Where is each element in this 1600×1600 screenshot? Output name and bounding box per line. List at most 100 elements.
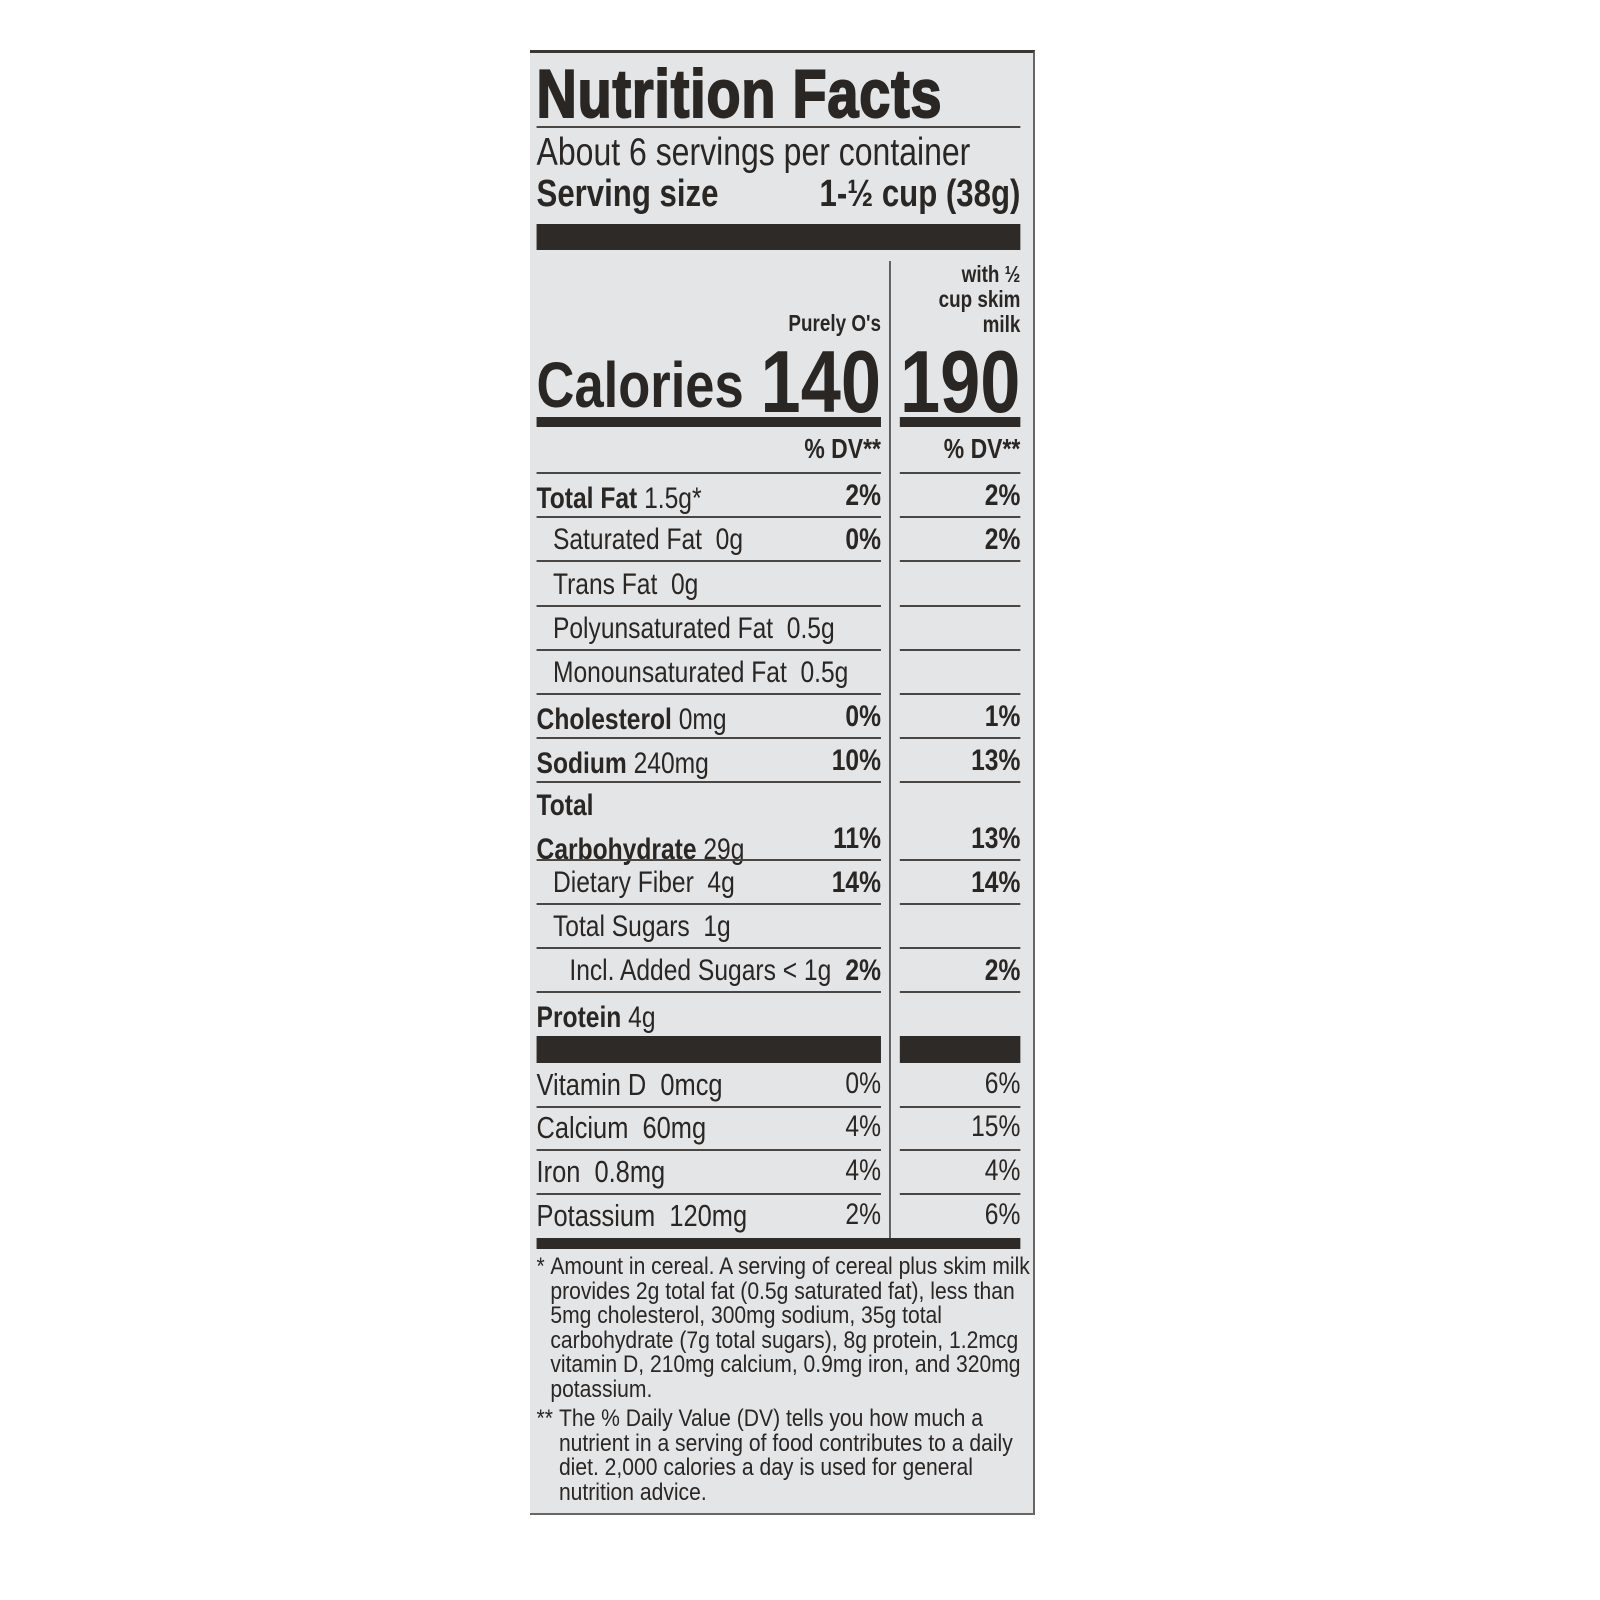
nutrient-label: Saturated Fat 0g xyxy=(553,523,743,557)
nutrient-amount: Total Sugars 1g xyxy=(552,910,731,943)
nutrient-row: Protein 4g xyxy=(530,992,1033,1036)
vitamin-row: Vitamin D 0mcg 0% 6% xyxy=(530,1063,1033,1108)
nutrient-amount: 240mg xyxy=(633,747,709,780)
vitamin-row: Calcium 60mg 4% 15% xyxy=(530,1106,1033,1151)
row-divider xyxy=(536,516,881,518)
nutrient-row: Dietary Fiber 4g 14% 14% xyxy=(530,860,1033,905)
footnote-daily-value: ** The % Daily Value (DV) tells you how … xyxy=(537,1405,1033,1506)
nutrient-amount: 29g xyxy=(703,833,745,866)
calories-with-milk: 190 xyxy=(899,332,1021,431)
dv-cereal: 11% xyxy=(833,822,881,855)
row-divider xyxy=(536,1149,881,1151)
nutrient-label: Total Sugars 1g xyxy=(553,910,731,944)
row-divider xyxy=(899,560,1021,562)
row-divider xyxy=(536,472,881,474)
row-divider xyxy=(536,605,881,607)
servings-per-container: About 6 servings per container xyxy=(536,131,971,174)
nutrient-label: Polyunsaturated Fat 0.5g xyxy=(553,612,835,646)
serving-size-value: 1-½ cup (38g) xyxy=(819,173,1021,215)
row-divider xyxy=(536,1193,881,1195)
dv-cereal: 2% xyxy=(845,1198,881,1231)
column-divider xyxy=(889,261,891,1238)
row-divider xyxy=(536,781,881,783)
nutrient-name: Cholesterol xyxy=(536,703,672,736)
dv-cereal: 2% xyxy=(845,954,881,987)
row-divider xyxy=(899,737,1021,739)
row-divider xyxy=(899,472,1021,474)
nutrient-name: Total Fat xyxy=(536,482,638,515)
nutrient-row: Sodium 240mg 10% 13% xyxy=(530,738,1033,783)
footnote-mark: * xyxy=(536,1253,545,1280)
nutrient-label: Dietary Fiber 4g xyxy=(553,866,735,900)
footnote-text: Amount in cereal. A serving of cereal pl… xyxy=(550,1253,1030,1403)
nutrient-row: Total Sugars 1g xyxy=(530,904,1033,949)
dv-with-milk: 6% xyxy=(984,1067,1021,1100)
dv-header-cereal: % DV** xyxy=(804,433,881,464)
row-divider xyxy=(536,737,881,739)
dv-with-milk: 2% xyxy=(984,954,1021,987)
nutrition-facts-label: Nutrition Facts About 6 servings per con… xyxy=(530,50,1035,1515)
nutrient-row: Total Fat 1.5g* 2% 2% xyxy=(530,472,1033,518)
row-divider xyxy=(899,991,1021,993)
dv-with-milk: 2% xyxy=(984,523,1021,556)
dv-with-milk: 13% xyxy=(971,744,1021,777)
calories-cereal: 140 xyxy=(760,332,881,431)
vitamin-label: Iron 0.8mg xyxy=(536,1154,666,1189)
row-divider xyxy=(536,991,881,993)
vitamin-label: Vitamin D 0mcg xyxy=(536,1067,723,1102)
vitamin-row: Iron 0.8mg 4% 4% xyxy=(530,1150,1033,1195)
nutrient-amount: Monounsaturated Fat 0.5g xyxy=(552,656,849,689)
dv-cereal: 4% xyxy=(845,1154,881,1187)
dv-cereal: 2% xyxy=(845,479,881,512)
nutrient-row: Saturated Fat 0g 0% 2% xyxy=(530,517,1033,562)
dv-with-milk: 4% xyxy=(984,1154,1021,1187)
vitamin-row: Potassium 120mg 2% 6% xyxy=(530,1194,1033,1238)
vitamins-divider-left xyxy=(536,1036,881,1063)
row-divider xyxy=(536,947,881,949)
nutrient-row: Monounsaturated Fat 0.5g xyxy=(530,650,1033,695)
dv-with-milk: 1% xyxy=(984,700,1021,733)
dv-cereal: 0% xyxy=(845,523,881,556)
nutrient-row: Incl. Added Sugars < 1g 2% 2% xyxy=(530,948,1033,993)
row-divider xyxy=(899,859,1021,861)
nutrient-row: Polyunsaturated Fat 0.5g xyxy=(530,606,1033,651)
dv-cereal: 0% xyxy=(845,700,881,733)
nutrient-row: Cholesterol 0mg 0% 1% xyxy=(530,694,1033,739)
dv-cereal: 10% xyxy=(831,744,881,777)
row-divider xyxy=(536,859,881,861)
footnote-text: The % Daily Value (DV) tells you how muc… xyxy=(558,1405,1013,1506)
calories-divider-right xyxy=(899,417,1021,427)
label-title: Nutrition Facts xyxy=(536,55,943,133)
calories-label: Calories xyxy=(536,349,744,421)
row-divider xyxy=(899,649,1021,651)
footer-divider xyxy=(536,1238,1021,1249)
dv-with-milk: 6% xyxy=(984,1198,1021,1231)
nutrient-amount: Saturated Fat 0g xyxy=(552,523,744,556)
nutrient-label: Protein 4g xyxy=(537,996,656,1040)
row-divider xyxy=(899,903,1021,905)
nutrient-amount: Trans Fat 0g xyxy=(552,568,699,601)
title-divider xyxy=(536,126,1021,128)
column-header-cereal: Purely O's xyxy=(788,310,881,336)
nutrient-name: Total Carbohydrate xyxy=(536,789,697,866)
nutrient-amount: Dietary Fiber 4g xyxy=(552,866,735,899)
thick-divider xyxy=(536,224,1021,250)
row-divider xyxy=(536,649,881,651)
row-divider xyxy=(899,693,1021,695)
nutrient-amount: Polyunsaturated Fat 0.5g xyxy=(552,612,835,645)
row-divider xyxy=(899,1149,1021,1151)
column-header-with-milk: with ½ cup skim milk xyxy=(938,261,1021,337)
dv-with-milk: 2% xyxy=(984,479,1021,512)
dv-cereal: 14% xyxy=(831,866,881,899)
dv-with-milk: 14% xyxy=(971,866,1021,899)
row-divider xyxy=(536,693,881,695)
nutrient-amount: 0mg xyxy=(678,703,727,736)
vitamin-label: Potassium 120mg xyxy=(536,1198,748,1233)
row-divider xyxy=(536,903,881,905)
row-divider xyxy=(899,1193,1021,1195)
nutrient-label: Total Carbohydrate 29g xyxy=(537,784,745,872)
row-divider xyxy=(899,947,1021,949)
row-divider xyxy=(899,1106,1021,1108)
row-divider xyxy=(899,781,1021,783)
nutrient-amount: Incl. Added Sugars < 1g xyxy=(569,954,832,987)
